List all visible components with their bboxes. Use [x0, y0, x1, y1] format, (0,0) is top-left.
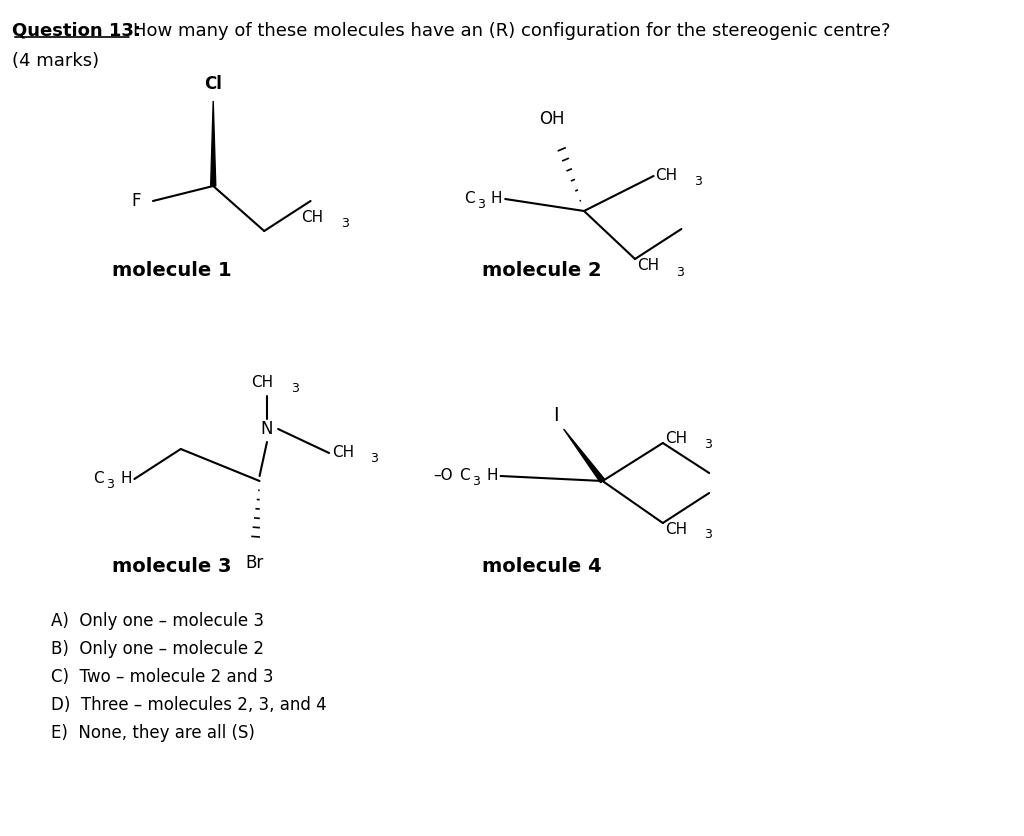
Text: F: F	[131, 192, 141, 210]
Text: molecule 1: molecule 1	[112, 262, 231, 281]
Text: How many of these molecules have an (R) configuration for the stereogenic centre: How many of these molecules have an (R) …	[132, 22, 890, 40]
Text: 3: 3	[106, 478, 114, 492]
Text: A)  Only one – molecule 3: A) Only one – molecule 3	[51, 612, 264, 630]
Text: B)  Only one – molecule 2: B) Only one – molecule 2	[51, 640, 264, 658]
Text: Br: Br	[246, 554, 264, 572]
Text: CH: CH	[301, 211, 324, 226]
Text: Question 13:: Question 13:	[12, 22, 141, 40]
Text: D)  Three – molecules 2, 3, and 4: D) Three – molecules 2, 3, and 4	[51, 696, 327, 714]
Text: 3: 3	[291, 383, 299, 395]
Text: H: H	[486, 468, 498, 483]
Text: CH: CH	[251, 375, 273, 390]
Text: molecule 2: molecule 2	[482, 262, 602, 281]
Text: –O: –O	[433, 468, 453, 483]
Text: C: C	[460, 468, 470, 483]
Text: CH: CH	[332, 446, 354, 461]
Text: molecule 4: molecule 4	[482, 557, 602, 575]
Text: OH: OH	[539, 110, 564, 128]
Text: 3: 3	[703, 528, 712, 542]
Text: 3: 3	[472, 476, 480, 488]
Text: C)  Two – molecule 2 and 3: C) Two – molecule 2 and 3	[51, 668, 273, 686]
Text: CH: CH	[655, 169, 678, 183]
Polygon shape	[211, 101, 216, 186]
Text: I: I	[553, 406, 559, 426]
Text: CH: CH	[665, 431, 687, 446]
Text: N: N	[261, 420, 273, 438]
Text: C: C	[93, 472, 103, 487]
Text: C: C	[464, 191, 475, 206]
Text: 3: 3	[676, 266, 684, 278]
Text: H: H	[120, 472, 132, 487]
Text: 3: 3	[694, 176, 702, 188]
Text: CH: CH	[665, 522, 687, 537]
Text: CH: CH	[637, 258, 659, 273]
Polygon shape	[563, 429, 604, 482]
Text: E)  None, they are all (S): E) None, they are all (S)	[51, 724, 255, 742]
Text: 3: 3	[370, 452, 378, 466]
Text: (4 marks): (4 marks)	[12, 52, 99, 70]
Text: 3: 3	[341, 217, 349, 231]
Text: molecule 3: molecule 3	[112, 557, 231, 575]
Text: H: H	[490, 191, 503, 206]
Text: 3: 3	[477, 198, 484, 212]
Text: 3: 3	[703, 439, 712, 451]
Text: Cl: Cl	[204, 75, 222, 93]
